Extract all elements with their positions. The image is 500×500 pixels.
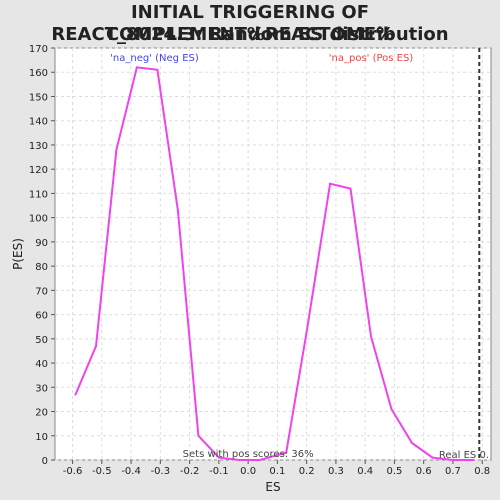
y-tick-label: 130 [29, 141, 48, 152]
y-tick-label: 20 [35, 408, 48, 419]
data-point [115, 148, 118, 151]
pos-scores-text: Sets with pos scores: 36% [183, 449, 314, 460]
chart-title-line-2: REACT_8024.3: Random ES distribution [51, 24, 449, 45]
data-point [156, 68, 159, 71]
real-es-label: Real ES 0. [439, 450, 489, 461]
x-tick-label: -0.6 [63, 466, 83, 477]
data-point [135, 66, 138, 69]
data-point [238, 459, 241, 461]
data-point [74, 393, 77, 396]
data-point [305, 330, 308, 333]
data-point [370, 335, 373, 338]
y-tick-label: 40 [35, 359, 48, 370]
pos-es-label: 'na_pos' (Pos ES) [329, 53, 414, 64]
data-point [451, 459, 454, 461]
x-tick-label: 0.5 [386, 466, 402, 477]
y-axis-label: P(ES) [11, 238, 25, 270]
y-tick-label: 0 [42, 456, 48, 467]
annotations: 'na_neg' (Neg ES) 'na_pos' (Pos ES) Sets w… [110, 48, 489, 461]
x-tick-label: 0.4 [357, 466, 373, 477]
y-tick-label: 100 [29, 214, 48, 225]
y-tick-label: 160 [29, 68, 48, 79]
data-point [329, 182, 332, 185]
series-line [74, 66, 474, 461]
data-point [472, 459, 475, 461]
x-tick-label: -0.5 [92, 466, 112, 477]
y-tick-label: 80 [35, 262, 48, 273]
x-tick-label: -0.2 [180, 466, 200, 477]
x-tick-label: 0.2 [299, 466, 315, 477]
x-tick-label: 0.7 [445, 466, 461, 477]
x-tick-label: 0.3 [328, 466, 344, 477]
y-tick-label: 70 [35, 286, 48, 297]
y-tick-label: 150 [29, 92, 48, 103]
data-point [258, 459, 261, 461]
y-tick-label: 120 [29, 165, 48, 176]
x-tick-label: 0.6 [416, 466, 432, 477]
x-tick-label: 0.0 [240, 466, 256, 477]
y-tick-label: 140 [29, 117, 48, 128]
x-tick-label: 0.8 [474, 466, 490, 477]
x-tick-label: -0.4 [121, 466, 141, 477]
data-point [285, 451, 288, 454]
x-tick-label: -0.3 [151, 466, 171, 477]
data-point [197, 434, 200, 437]
data-point [176, 209, 179, 212]
chart-title-line-1: INITIAL TRIGGERING OF COMPLEMENT%REACTOM… [105, 2, 395, 45]
y-tick-label: 60 [35, 311, 48, 322]
data-point [431, 456, 434, 459]
y-tick-label: 170 [29, 44, 48, 55]
y-tick-label: 110 [29, 189, 48, 200]
y-tick-label: 90 [35, 238, 48, 249]
data-point [390, 408, 393, 411]
neg-es-label: 'na_neg' (Neg ES) [110, 53, 199, 64]
y-tick-label: 10 [35, 432, 48, 443]
plot-area [54, 47, 492, 461]
data-point [94, 345, 97, 348]
y-tick-label: 50 [35, 335, 48, 346]
x-axis-label: ES [265, 480, 280, 494]
x-tick-label: -0.1 [209, 466, 229, 477]
data-point [349, 187, 352, 190]
y-tick-label: 30 [35, 383, 48, 394]
grid [55, 47, 491, 461]
series-group [74, 66, 475, 461]
x-tick-label: 0.1 [269, 466, 285, 477]
axes: 0 10 20 30 40 50 60 70 80 90 100 110 120 130 140 150 160… [29, 44, 490, 477]
data-point [410, 442, 413, 445]
data-point [217, 456, 220, 459]
